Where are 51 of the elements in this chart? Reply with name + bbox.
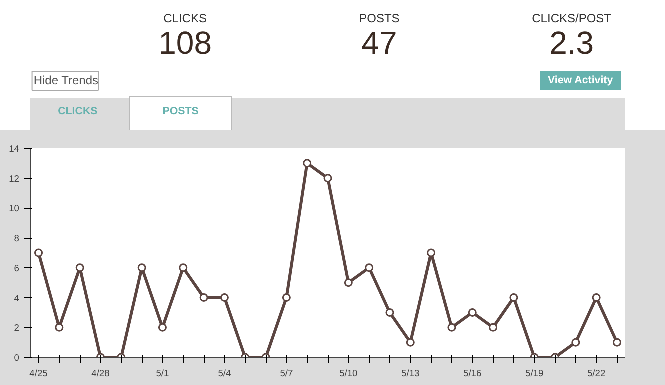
point [572, 338, 580, 347]
point [220, 294, 229, 302]
point [489, 323, 498, 332]
y-tick-label: 4 [14, 293, 20, 304]
text: POSTS [162, 106, 199, 118]
point [427, 248, 436, 258]
x-tick-label: 5/19 [526, 368, 544, 378]
y-tick-label: 6 [14, 263, 20, 274]
x-tick-label: 5/22 [588, 368, 606, 378]
x-tick-label: 5/7 [280, 368, 294, 378]
point [158, 323, 167, 332]
point [365, 264, 374, 272]
point [179, 264, 188, 272]
point [303, 159, 312, 168]
point [406, 338, 415, 347]
point [468, 308, 477, 317]
point [282, 294, 291, 302]
y-tick-label: 0 [14, 353, 20, 363]
text: CLICKS [164, 12, 207, 26]
point [34, 248, 44, 258]
y-tick-label: 2 [14, 323, 20, 334]
point [386, 308, 394, 317]
point [612, 338, 622, 347]
text: POSTS [359, 12, 400, 26]
x-tick-label: 4/28 [92, 368, 110, 378]
x-tick-label: 5/16 [464, 368, 482, 378]
x-tick-label: 5/4 [218, 368, 232, 378]
point [344, 278, 353, 288]
point [448, 323, 456, 332]
y-tick-label: 12 [9, 174, 20, 184]
x-tick-label: 5/10 [340, 368, 358, 378]
point [510, 294, 518, 302]
point [592, 294, 601, 302]
text: Hide Trends [34, 74, 99, 88]
x-tick-label: 5/1 [156, 368, 170, 378]
point [76, 264, 84, 272]
text: 108 [158, 25, 212, 61]
text: 2.3 [550, 25, 594, 61]
point [324, 174, 332, 183]
x-tick-label: 5/13 [402, 368, 420, 378]
text: View Activity [548, 74, 614, 86]
point [200, 294, 208, 302]
point [55, 323, 64, 332]
text: 47 [362, 25, 398, 61]
point [138, 264, 146, 272]
y-tick-label: 10 [9, 204, 20, 214]
x-tick-label: 4/25 [30, 368, 48, 378]
y-tick-label: 14 [9, 144, 20, 154]
y-tick-label: 8 [14, 234, 20, 244]
text: CLICKS/POST [532, 12, 612, 26]
text: CLICKS [58, 106, 98, 118]
